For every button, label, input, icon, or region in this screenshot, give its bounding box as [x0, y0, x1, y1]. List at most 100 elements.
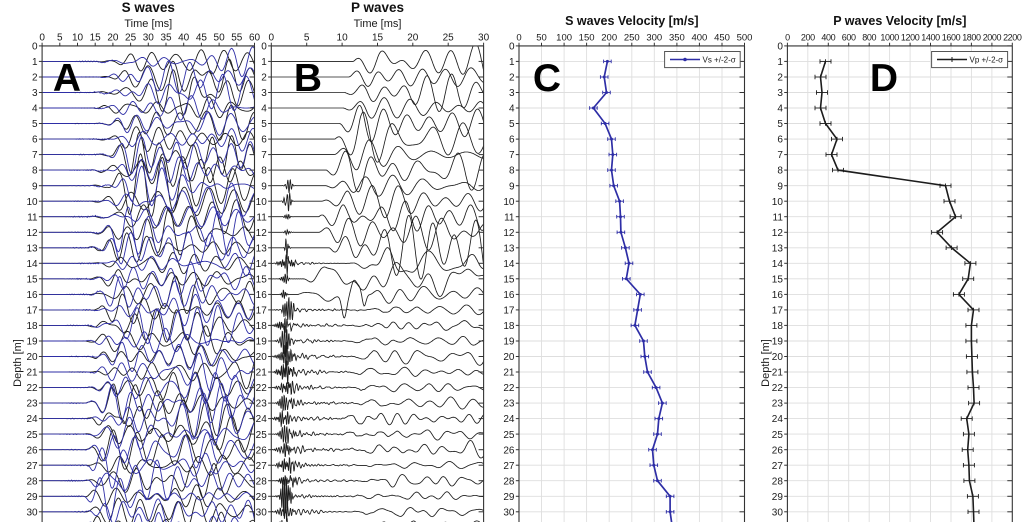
svg-text:9: 9 [261, 181, 267, 192]
svg-text:16: 16 [503, 290, 515, 301]
svg-text:0: 0 [32, 42, 38, 53]
svg-text:300: 300 [646, 32, 662, 43]
svg-text:5: 5 [304, 32, 310, 43]
svg-text:1600: 1600 [942, 32, 961, 42]
svg-text:25: 25 [125, 32, 137, 43]
svg-text:400: 400 [821, 32, 835, 42]
svg-text:14: 14 [26, 259, 38, 270]
svg-text:4: 4 [261, 104, 267, 115]
svg-text:1: 1 [777, 57, 783, 68]
svg-text:10: 10 [503, 197, 515, 208]
svg-text:19: 19 [503, 337, 515, 348]
svg-text:6: 6 [509, 135, 515, 146]
svg-text:20: 20 [503, 352, 515, 363]
svg-text:25: 25 [256, 430, 268, 441]
svg-text:3: 3 [32, 88, 38, 99]
svg-text:1000: 1000 [880, 32, 899, 42]
svg-text:Vs +/-2-σ: Vs +/-2-σ [703, 55, 736, 64]
svg-text:18: 18 [256, 321, 268, 332]
svg-text:28: 28 [26, 476, 38, 487]
svg-text:24: 24 [772, 414, 784, 425]
svg-text:21: 21 [26, 368, 38, 379]
svg-text:14: 14 [503, 259, 515, 270]
svg-text:24: 24 [256, 414, 268, 425]
svg-text:23: 23 [26, 399, 38, 410]
svg-text:5: 5 [509, 119, 515, 130]
svg-text:6: 6 [777, 135, 783, 146]
svg-text:45: 45 [196, 32, 208, 43]
svg-text:P waves Velocity [m/s]: P waves Velocity [m/s] [833, 14, 966, 28]
svg-text:4: 4 [777, 104, 783, 115]
svg-text:26: 26 [26, 445, 38, 456]
svg-text:11: 11 [256, 212, 267, 223]
svg-text:10: 10 [337, 32, 349, 43]
svg-text:25: 25 [443, 32, 455, 43]
svg-text:7: 7 [509, 150, 515, 161]
svg-text:0: 0 [516, 32, 521, 43]
svg-text:2: 2 [261, 73, 267, 84]
svg-text:1: 1 [32, 57, 38, 68]
svg-text:4: 4 [32, 104, 38, 115]
svg-text:2200: 2200 [1003, 32, 1022, 42]
svg-text:21: 21 [503, 368, 515, 379]
svg-text:13: 13 [503, 243, 515, 254]
svg-text:18: 18 [503, 321, 515, 332]
svg-text:50: 50 [536, 32, 547, 43]
svg-text:11: 11 [773, 212, 784, 223]
svg-text:28: 28 [256, 476, 268, 487]
svg-text:5: 5 [57, 32, 63, 43]
svg-text:11: 11 [27, 212, 38, 223]
svg-text:13: 13 [772, 243, 784, 254]
svg-text:5: 5 [777, 119, 783, 130]
svg-text:12: 12 [26, 228, 38, 239]
svg-text:15: 15 [90, 32, 102, 43]
svg-text:800: 800 [862, 32, 876, 42]
svg-text:26: 26 [256, 445, 268, 456]
svg-text:9: 9 [32, 181, 38, 192]
svg-text:18: 18 [26, 321, 38, 332]
svg-text:17: 17 [772, 306, 784, 317]
svg-text:50: 50 [214, 32, 226, 43]
svg-text:8: 8 [777, 166, 783, 177]
svg-text:10: 10 [256, 197, 268, 208]
svg-text:1: 1 [261, 57, 267, 68]
svg-text:1: 1 [509, 57, 515, 68]
svg-text:20: 20 [772, 352, 784, 363]
svg-text:0: 0 [785, 32, 790, 42]
svg-text:29: 29 [772, 492, 784, 503]
svg-text:13: 13 [256, 243, 268, 254]
svg-text:17: 17 [26, 306, 38, 317]
svg-text:27: 27 [256, 461, 268, 472]
svg-text:40: 40 [178, 32, 190, 43]
svg-text:150: 150 [579, 32, 595, 43]
svg-text:27: 27 [772, 461, 784, 472]
svg-text:29: 29 [503, 492, 515, 503]
svg-text:10: 10 [772, 197, 784, 208]
svg-text:500: 500 [737, 32, 753, 43]
svg-text:20: 20 [26, 352, 38, 363]
svg-text:17: 17 [503, 306, 515, 317]
svg-text:15: 15 [26, 274, 38, 285]
svg-text:8: 8 [509, 166, 515, 177]
svg-text:15: 15 [372, 32, 384, 43]
svg-text:7: 7 [261, 150, 267, 161]
svg-text:22: 22 [26, 383, 38, 394]
svg-text:23: 23 [503, 399, 515, 410]
svg-text:22: 22 [256, 383, 268, 394]
svg-text:200: 200 [601, 32, 617, 43]
svg-text:29: 29 [26, 492, 38, 503]
svg-text:26: 26 [503, 445, 515, 456]
svg-text:200: 200 [801, 32, 815, 42]
svg-text:16: 16 [256, 290, 268, 301]
svg-text:9: 9 [777, 181, 783, 192]
svg-text:30: 30 [478, 32, 490, 43]
svg-text:1400: 1400 [921, 32, 940, 42]
svg-text:19: 19 [256, 337, 268, 348]
svg-text:8: 8 [261, 166, 267, 177]
svg-text:100: 100 [556, 32, 572, 43]
svg-text:12: 12 [256, 228, 268, 239]
svg-text:400: 400 [691, 32, 707, 43]
svg-text:30: 30 [503, 507, 515, 518]
svg-text:30: 30 [772, 507, 784, 518]
svg-text:5: 5 [261, 119, 267, 130]
